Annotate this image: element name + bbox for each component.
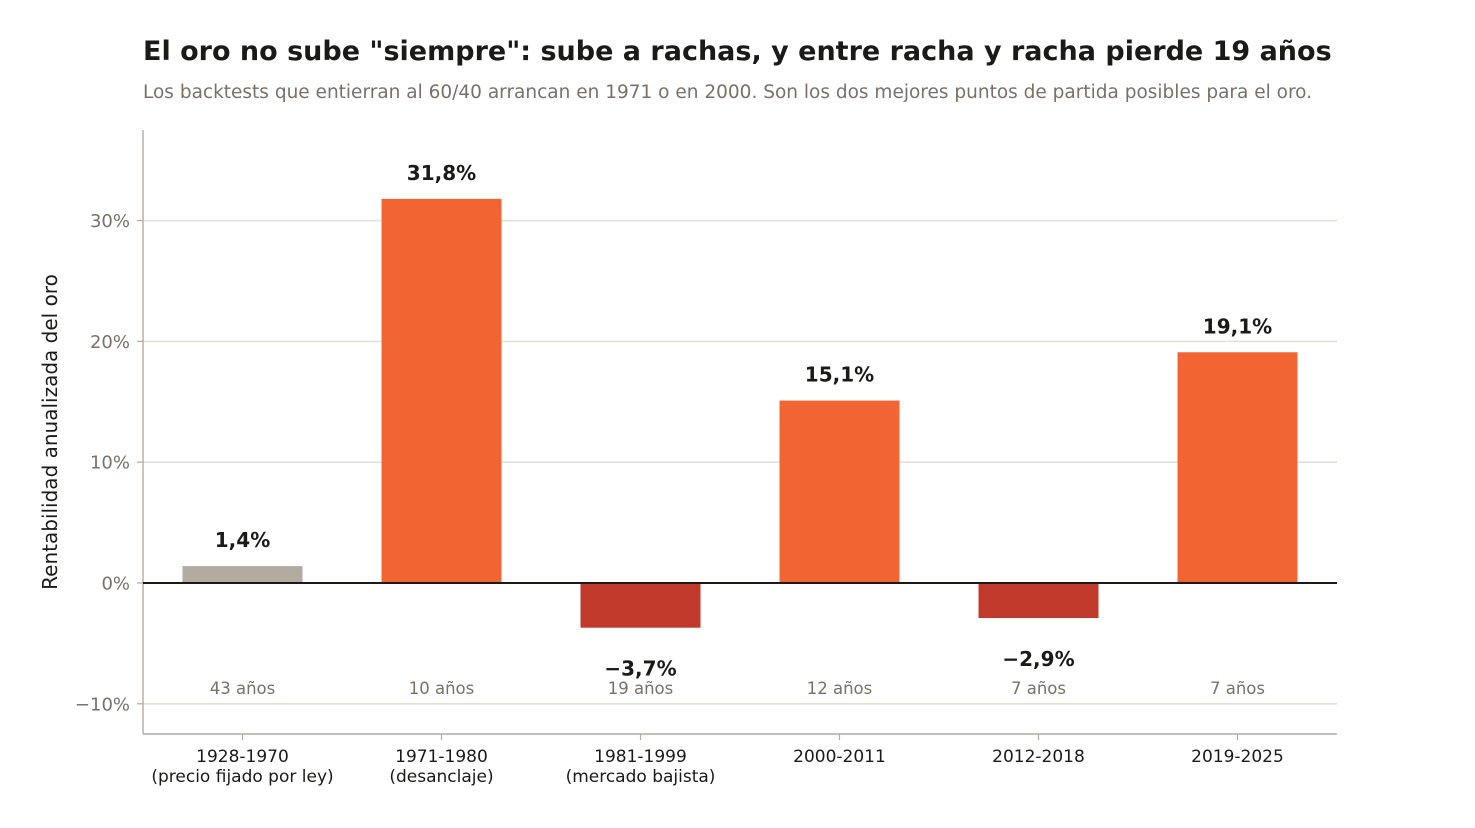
bar bbox=[779, 400, 900, 583]
labels: 1,4% 43 años 31,8% 10 años −3,7%19 años 15,1%… bbox=[210, 161, 1272, 698]
x-tick-label: 1928-1970 bbox=[196, 747, 289, 767]
x-tick-label: 2019-2025 bbox=[1191, 747, 1284, 767]
y-tick-label: −10% bbox=[75, 694, 130, 715]
bar-value-label: −2,9% bbox=[1002, 647, 1074, 671]
x-tick-label: (mercado bajista) bbox=[566, 767, 716, 787]
x-tick-label: 1971-1980 bbox=[395, 747, 488, 767]
chart-subtitle: Los backtests que entierran al 60/40 arr… bbox=[143, 82, 1313, 103]
bars bbox=[143, 198, 1337, 628]
bar-value-label: 19,1% bbox=[1203, 314, 1272, 338]
bar-value-label: −3,7% bbox=[604, 657, 676, 681]
axes: −10% 0% 10% 20% 30% Rentabilidad anualizada d… bbox=[38, 130, 1337, 787]
bar-duration-label: 7 años bbox=[1011, 679, 1066, 698]
y-axis-label: Rentabilidad anualizada del oro bbox=[38, 274, 62, 590]
x-tick-label: (precio fijado por ley) bbox=[151, 767, 333, 787]
x-tick-label: 1981-1999 bbox=[594, 747, 687, 767]
bar bbox=[381, 198, 502, 583]
bar-duration-label: 19 años bbox=[608, 679, 674, 698]
x-tick-label: 2000-2011 bbox=[793, 747, 886, 767]
y-tick-label: 30% bbox=[90, 211, 130, 232]
bar-value-label: 15,1% bbox=[805, 363, 874, 387]
bar-duration-label: 43 años bbox=[210, 679, 276, 698]
bar bbox=[978, 583, 1099, 619]
bar-duration-label: 10 años bbox=[409, 679, 475, 698]
y-tick-label: 20% bbox=[90, 332, 130, 353]
y-tick-label: 10% bbox=[90, 453, 130, 474]
x-tick-label: 2012-2018 bbox=[992, 747, 1085, 767]
y-tick-label: 0% bbox=[101, 574, 130, 595]
bar-duration-label: 12 años bbox=[807, 679, 873, 698]
x-tick-label: (desanclaje) bbox=[389, 767, 493, 787]
chart-title: El oro no sube "siempre": sube a rachas,… bbox=[143, 36, 1332, 67]
bar-duration-label: 7 años bbox=[1210, 679, 1265, 698]
bar-value-label: 31,8% bbox=[407, 161, 476, 185]
bar bbox=[580, 583, 701, 628]
gridlines bbox=[143, 219, 1337, 705]
bar bbox=[1177, 352, 1298, 583]
bar bbox=[182, 566, 303, 583]
bar-value-label: 1,4% bbox=[215, 528, 270, 552]
